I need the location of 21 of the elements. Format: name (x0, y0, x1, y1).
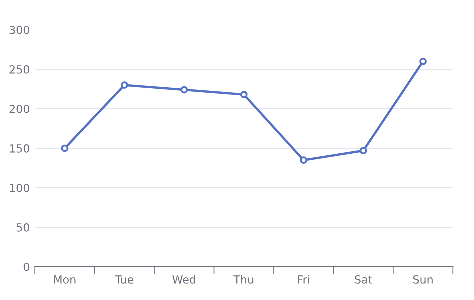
y-tick-label: 250 (10, 65, 30, 74)
y-tick-label: 150 (10, 144, 30, 153)
point (120, 82, 128, 89)
point (240, 91, 248, 98)
y-tick-label: 50 (16, 223, 30, 232)
y-tick-label: 300 (10, 26, 30, 34)
x-tick-label: Wed (172, 275, 196, 284)
y-tick-label: 200 (10, 104, 30, 114)
x-tick-label: Fri (298, 275, 310, 284)
x-tick-label: Sat (355, 276, 372, 284)
point (300, 156, 308, 164)
point (420, 58, 427, 66)
x-tick-label: Thu (234, 275, 254, 284)
y-tick-label: 0 (24, 262, 30, 272)
point (180, 86, 188, 94)
point (61, 144, 69, 152)
y-tick-label: 100 (10, 184, 30, 192)
x-tick-label: Tue (115, 276, 134, 284)
point (360, 147, 368, 155)
x-tick-label: Sun (413, 276, 433, 284)
x-tick-label: Mon (54, 276, 76, 284)
